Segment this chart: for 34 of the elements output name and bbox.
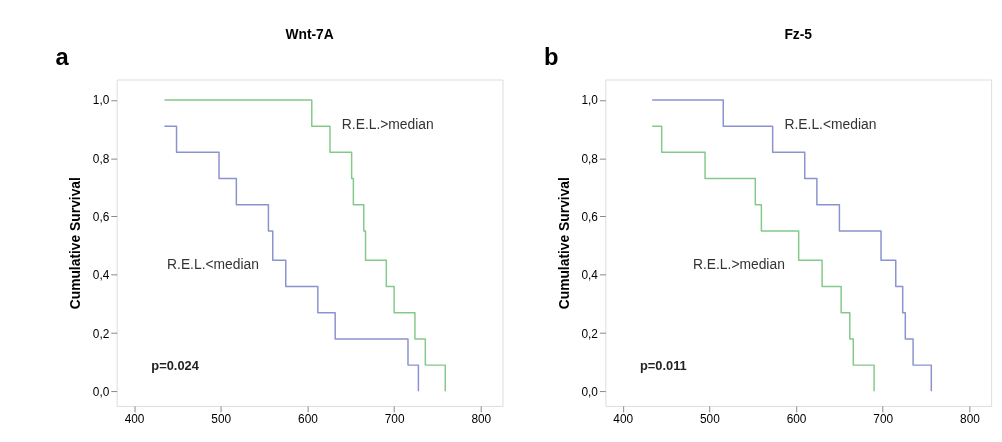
y-tick-label: 0,0 bbox=[581, 384, 599, 399]
annotation: p=0.011 bbox=[639, 358, 687, 374]
y-tick-label: 1,0 bbox=[92, 93, 110, 108]
y-tick-label: 0,2 bbox=[92, 326, 110, 341]
chart-title: Fz-5 bbox=[784, 25, 813, 42]
y-tick-label: 0,8 bbox=[92, 151, 110, 166]
series-label: R.E.L.>median bbox=[692, 256, 785, 273]
x-tick-label: 500 bbox=[699, 412, 721, 427]
x-tick-label: 500 bbox=[211, 412, 232, 427]
y-tick-label: 0,8 bbox=[581, 151, 599, 166]
x-tick-label: 700 bbox=[873, 412, 894, 427]
x-tick-label: 800 bbox=[471, 412, 492, 427]
y-axis-title: Cumulative Survival bbox=[66, 177, 83, 310]
y-tick-label: 0,6 bbox=[92, 209, 110, 224]
series-label: R.E.L.<median bbox=[784, 115, 877, 132]
x-tick-label: 400 bbox=[124, 412, 145, 427]
series-label: R.E.L.<median bbox=[167, 256, 259, 273]
y-tick-label: 0,0 bbox=[92, 384, 110, 399]
x-tick-label: 700 bbox=[384, 412, 405, 427]
chart-title: Wnt-7A bbox=[285, 25, 334, 42]
series-label: R.E.L.>median bbox=[341, 115, 434, 132]
text: b bbox=[544, 43, 559, 70]
y-tick-label: 0,2 bbox=[581, 326, 598, 341]
y-axis-title: Cumulative Survival bbox=[555, 177, 572, 310]
x-tick-label: 400 bbox=[613, 412, 634, 427]
y-tick-label: 0,6 bbox=[581, 209, 599, 224]
x-tick-label: 800 bbox=[960, 412, 981, 427]
y-tick-label: 1,0 bbox=[581, 93, 599, 108]
annotation: p=0.024 bbox=[151, 358, 200, 374]
y-tick-label: 0,4 bbox=[581, 268, 599, 283]
x-tick-label: 600 bbox=[786, 412, 807, 427]
text: a bbox=[55, 43, 70, 70]
y-tick-label: 0,4 bbox=[92, 268, 110, 283]
x-tick-label: 600 bbox=[298, 412, 319, 427]
